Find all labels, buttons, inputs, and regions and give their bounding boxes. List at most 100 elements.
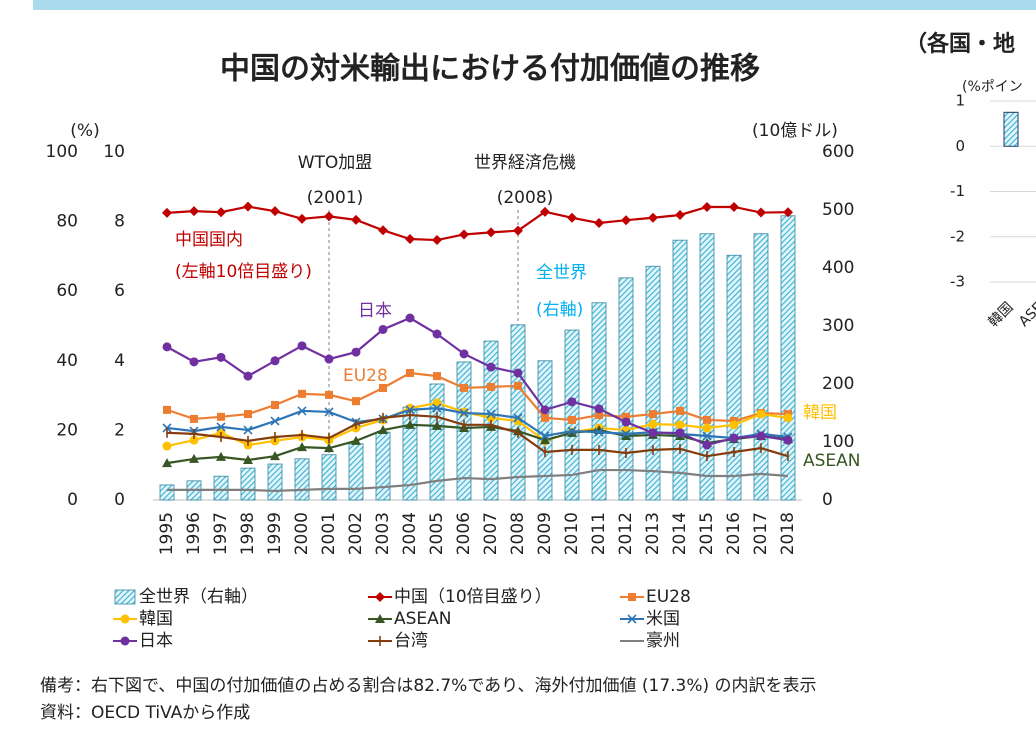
point: [297, 213, 307, 224]
point: [513, 225, 523, 236]
point: [540, 435, 550, 445]
point: [270, 416, 280, 426]
source: 資料：OECD TiVAから作成: [40, 703, 250, 723]
annotation: WTO加盟: [298, 153, 373, 173]
point: [459, 229, 469, 240]
point: [702, 431, 712, 441]
bar: [429, 383, 445, 501]
point: [216, 451, 226, 461]
bar: [240, 467, 256, 501]
point: [405, 313, 415, 323]
legend-item: EU28: [620, 587, 691, 607]
legend-label: 全世界（右軸）: [139, 587, 258, 607]
point: [459, 349, 469, 359]
x-tick-label: 2003: [373, 512, 393, 555]
x-tick-label: 2013: [643, 512, 663, 555]
point: [297, 442, 307, 452]
bar: [645, 265, 661, 501]
side-y-tick-label: 1: [955, 92, 965, 110]
annotation: EU28: [343, 366, 388, 386]
y-outer-tick-label: 20: [56, 420, 78, 440]
x-tick-label: 1998: [238, 512, 258, 555]
point: [703, 415, 711, 424]
point: [298, 389, 306, 398]
point: [216, 352, 226, 362]
annotation: 全世界: [536, 263, 587, 283]
y-tick-label: 2: [114, 420, 125, 440]
point: [243, 201, 253, 212]
side-chart-unit: (%ポイン: [962, 79, 1023, 95]
x-tick-label: 1997: [211, 512, 231, 555]
point: [783, 413, 793, 423]
point: [621, 417, 631, 427]
point: [406, 368, 414, 377]
y-tick-label: 8: [114, 212, 125, 232]
side-y-tick-label: -3: [950, 273, 965, 291]
point: [405, 405, 415, 415]
note: 備考：右下図で、中国の付加価値の占める割合は82.7%であり、海外付加価値 (1…: [40, 676, 817, 696]
point: [648, 428, 658, 438]
point: [648, 419, 658, 429]
point: [486, 409, 496, 419]
y2-tick-label: 600: [822, 142, 854, 162]
point: [541, 413, 549, 422]
point: [595, 411, 603, 420]
x-tick-label: 2012: [616, 512, 636, 555]
x-tick-label: 1999: [265, 512, 285, 555]
x-tick-label: 2008: [508, 512, 528, 555]
y-outer-tick-label: 100: [46, 142, 78, 162]
point: [324, 443, 334, 453]
bar: [618, 277, 634, 501]
bar: [753, 233, 769, 501]
point: [162, 441, 172, 451]
point: [756, 207, 766, 218]
x-tick-label: 2015: [697, 512, 717, 555]
annotation: (2001): [307, 188, 364, 208]
legend-item: 日本: [113, 631, 173, 651]
y2-tick-label: 300: [822, 316, 854, 336]
point: [486, 227, 496, 238]
point: [487, 382, 495, 391]
side-y-tick-label: -1: [950, 182, 965, 200]
y2-tick-label: 400: [822, 258, 854, 278]
y2-tick-label: 100: [822, 432, 854, 452]
point: [351, 347, 361, 357]
y-tick-label: 0: [114, 490, 125, 510]
point: [540, 431, 550, 441]
legend-marker: [120, 636, 130, 646]
bar: [213, 475, 229, 501]
point: [432, 403, 442, 413]
point: [648, 212, 658, 223]
point: [325, 390, 333, 399]
point: [243, 371, 253, 381]
point: [297, 341, 307, 351]
point: [513, 368, 523, 378]
side-x-tick-label: 韓国: [986, 299, 1017, 330]
point: [271, 400, 279, 409]
bar: [267, 463, 283, 501]
point: [756, 409, 766, 419]
legend-label: ASEAN: [394, 609, 452, 629]
point: [433, 372, 441, 381]
line: [166, 316, 789, 447]
bar: [672, 239, 688, 501]
legend-swatch: [114, 589, 136, 605]
point: [217, 412, 225, 421]
point: [244, 410, 252, 419]
point: [729, 201, 739, 212]
point: [243, 425, 253, 435]
point: [405, 419, 415, 429]
line: [166, 413, 789, 458]
x-tick-label: 1995: [157, 512, 177, 555]
point: [675, 428, 685, 438]
x-tick-label: 2005: [427, 512, 447, 555]
point: [189, 453, 199, 463]
point: [405, 234, 415, 244]
point: [621, 215, 631, 226]
point: [540, 405, 550, 415]
annotation: 中国国内: [175, 230, 243, 250]
point: [621, 430, 631, 440]
point: [514, 381, 522, 390]
point: [432, 420, 442, 430]
